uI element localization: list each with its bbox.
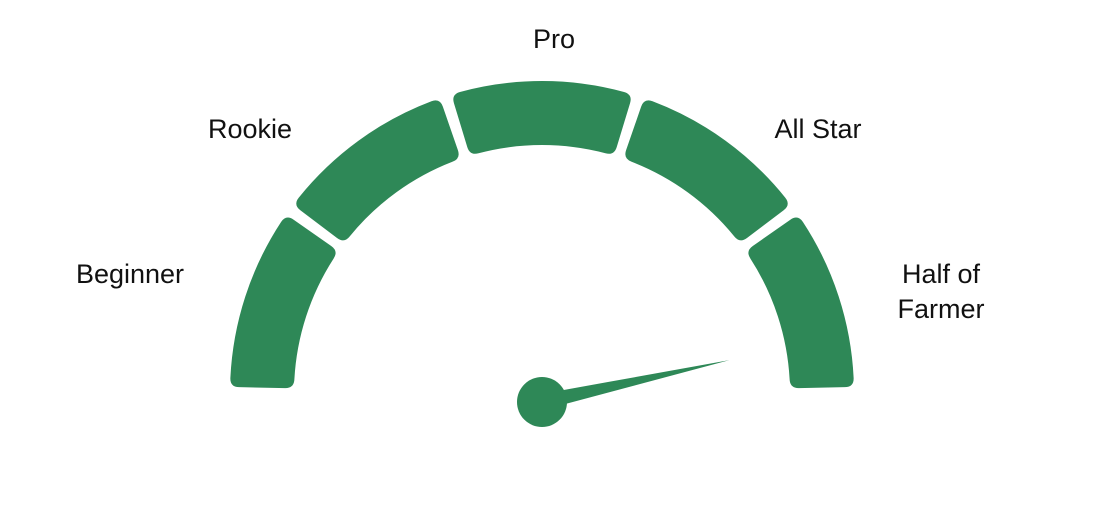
gauge-segment-2 bbox=[296, 100, 459, 241]
gauge-needle bbox=[517, 360, 730, 427]
segment-label-pro: Pro bbox=[533, 24, 575, 54]
segment-label-half-of-farmer-line2: Farmer bbox=[898, 294, 985, 324]
segment-label-half-of-farmer-line1: Half of bbox=[902, 259, 981, 289]
gauge-segment-4 bbox=[625, 100, 788, 241]
segment-label-beginner: Beginner bbox=[76, 259, 184, 289]
needle-hub bbox=[517, 377, 567, 427]
gauge-segment-1 bbox=[230, 217, 336, 389]
gauge-segments bbox=[230, 80, 854, 389]
gauge-segment-3 bbox=[453, 80, 631, 154]
segment-label-rookie: Rookie bbox=[208, 114, 292, 144]
gauge-segment-5 bbox=[748, 217, 854, 389]
segment-label-all-star: All Star bbox=[774, 114, 861, 144]
gauge-labels: Beginner Rookie Pro All Star Half of Far… bbox=[76, 24, 985, 324]
needle-pointer bbox=[540, 360, 730, 410]
